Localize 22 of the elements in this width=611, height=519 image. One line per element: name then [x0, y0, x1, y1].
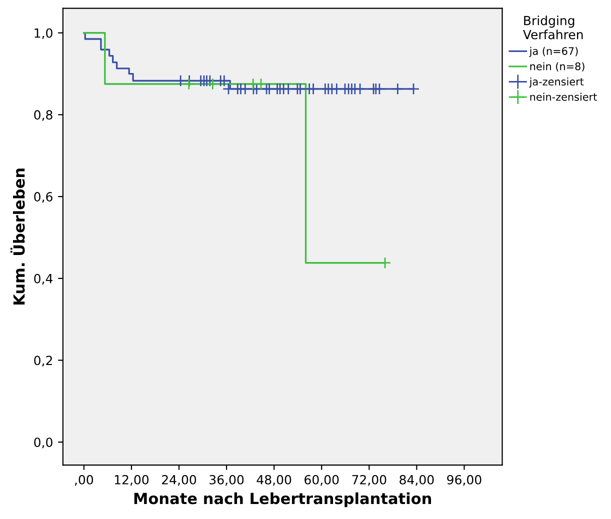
x-tick-label: 84,00: [400, 474, 434, 486]
x-tick-label: 24,00: [162, 474, 196, 486]
x-tick-label: ,00: [74, 474, 94, 486]
legend-label: ja (n=67): [529, 46, 578, 57]
y-tick-label: 0,2: [34, 356, 52, 366]
x-tick-label: 12,00: [114, 474, 149, 486]
x-axis-title: Monate nach Lebertransplantation: [134, 492, 432, 508]
y-tick-label: 0,8: [34, 110, 52, 121]
x-tick-label: 60,00: [304, 474, 339, 486]
y-tick-label: 0,4: [34, 274, 53, 285]
y-axis-title: Kum. Überleben: [10, 168, 25, 305]
legend-title: Bridging Verfahren: [523, 16, 583, 40]
x-tick-label: 48,00: [256, 474, 292, 486]
legend-label: nein (n=8): [530, 62, 584, 72]
x-tick-label: 96,00: [447, 474, 482, 486]
x-tick-label: 36,00: [210, 474, 244, 486]
y-tick-label: 1,0: [34, 28, 52, 40]
x-tick-label: 72,00: [352, 474, 386, 486]
y-tick-label: 0,6: [34, 192, 52, 203]
y-tick-label: 0,0: [34, 438, 52, 448]
legend-label: ja-zensiert: [529, 77, 584, 88]
legend-label: nein-zensiert: [530, 92, 597, 101]
